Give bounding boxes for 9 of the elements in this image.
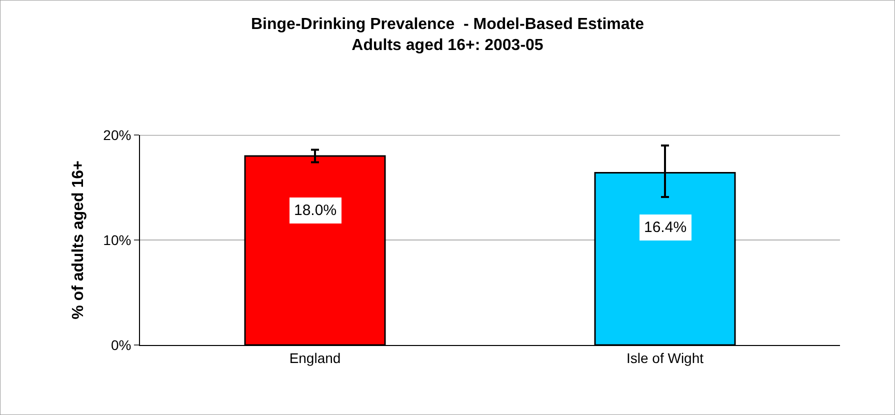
y-axis-title: % of adults aged 16+: [70, 160, 88, 320]
data-label: 18.0%: [294, 202, 337, 219]
data-label: 16.4%: [644, 219, 687, 236]
x-tick-label: Isle of Wight: [626, 350, 704, 366]
y-tick-label: 10%: [103, 232, 132, 248]
x-tick-label: England: [289, 350, 341, 366]
y-tick-label: 20%: [103, 126, 132, 143]
chart-title: Binge-Drinking Prevalence - Model-Based Estimate Adults aged 16+: 2003-05: [251, 16, 644, 54]
y-tick-label: 0%: [110, 336, 132, 353]
